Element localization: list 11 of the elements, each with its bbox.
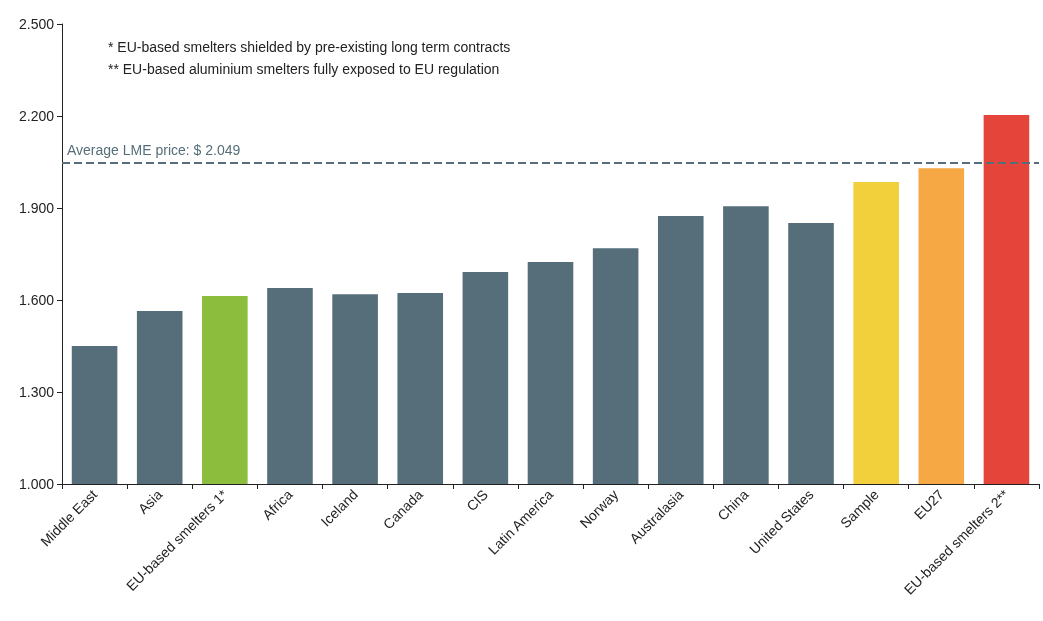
- y-tick-label: 1.000: [18, 476, 55, 492]
- x-tick-label: Asia: [134, 486, 166, 517]
- ref-line-label: Average LME price: $ 2.049: [67, 142, 241, 159]
- annotation: ** EU-based aluminium smelters fully exposed to EU regulation: [108, 61, 500, 77]
- annotation: * EU-based smelters shielded by pre-existing long term contracts: [108, 39, 511, 55]
- y-tick-label: 1.900: [18, 200, 55, 216]
- y-tick-label: 2.500: [18, 16, 55, 32]
- y-tick-label: 1.600: [18, 292, 55, 308]
- y-tick-label: 1.300: [18, 384, 55, 400]
- y-tick-label: 2.200: [18, 108, 55, 124]
- x-tick-label: CIS: [463, 486, 492, 515]
